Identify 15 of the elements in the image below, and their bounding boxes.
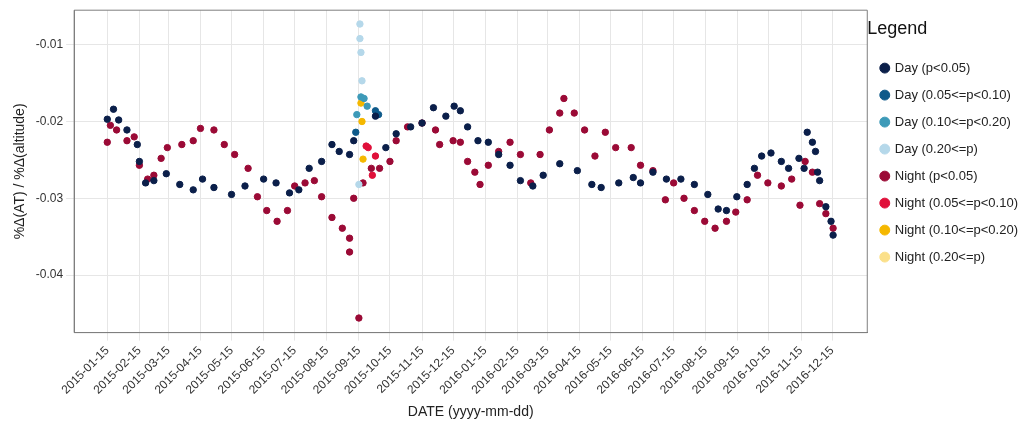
y-axis-title: %Δ(AT) / %Δ(altitude) [11,103,28,240]
legend-label: Day (p<0.05) [894,59,971,75]
y-tick-label: -0.04 [35,267,64,282]
legend-label: Night (0.20<=p) [894,248,986,264]
legend-title: Legend [867,17,928,38]
legend-label: Day (0.10<=p<0.20) [894,113,1011,129]
y-tick-label: -0.02 [35,113,64,128]
y-tick-label: -0.01 [35,37,64,52]
legend-label: Night (p<0.05) [894,167,978,183]
legend-label: Day (0.20<=p) [894,140,978,156]
legend-label: Day (0.05<=p<0.10) [894,86,1011,102]
x-axis-title: DATE (yyyy-mm-dd) [407,403,534,420]
legend-label: Night (0.05<=p<0.10) [894,194,1019,210]
y-tick-label: -0.03 [35,190,64,205]
legend-label: Night (0.10<=p<0.20) [894,221,1019,237]
